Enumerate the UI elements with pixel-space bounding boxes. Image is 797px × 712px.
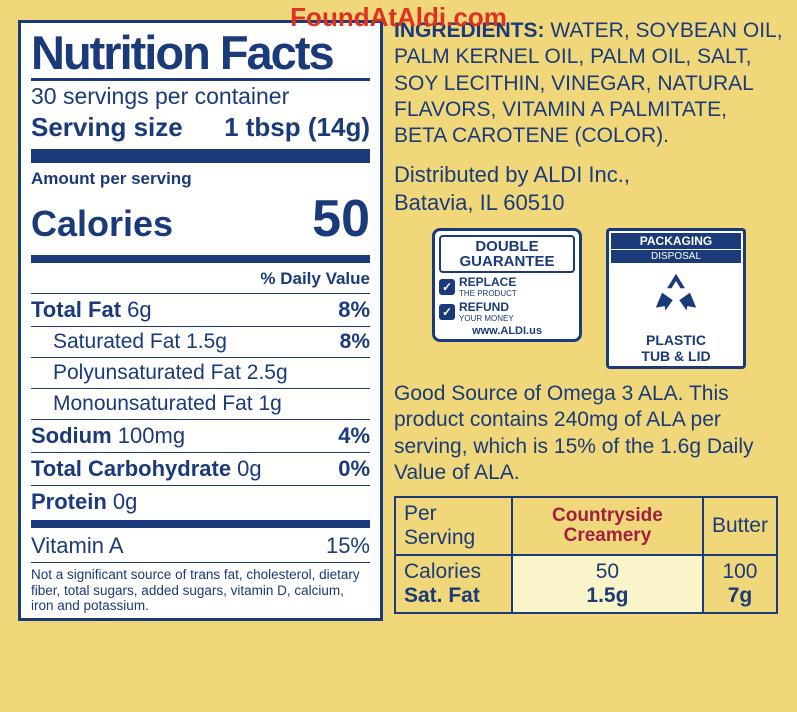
omega-text: Good Source of Omega 3 ALA. This product… <box>394 381 784 486</box>
nutrient-row: Polyunsaturated Fat 2.5g <box>31 358 370 388</box>
vitamin-a-pct: 15% <box>326 533 370 559</box>
right-column: INGREDIENTS: WATER, SOYBEAN OIL, PALM KE… <box>394 18 784 614</box>
packaging-foot-1: PLASTIC <box>611 333 741 348</box>
nutrient-row: Saturated Fat 1.5g8% <box>31 327 370 357</box>
comp-header-butter: Butter <box>703 497 777 555</box>
vitamin-a-row: Vitamin A 15% <box>31 530 370 562</box>
serving-size-row: Serving size 1 tbsp (14g) <box>31 112 370 147</box>
distributor-line-2: Batavia, IL 60510 <box>394 189 784 217</box>
nutrition-facts-title: Nutrition Facts <box>31 29 370 81</box>
watermark-text: FoundAtAldi.com <box>290 2 507 33</box>
distributor-block: Distributed by ALDI Inc., Batavia, IL 60… <box>394 161 784 216</box>
divider-medium <box>31 520 370 528</box>
nutrition-facts-panel: Nutrition Facts 30 servings per containe… <box>18 20 383 621</box>
calories-value: 50 <box>312 189 370 249</box>
guarantee-title-1: DOUBLE <box>443 239 571 254</box>
distributor-line-1: Distributed by ALDI Inc., <box>394 161 784 189</box>
comp-butter-satfat: 7g <box>712 584 768 608</box>
nutrient-row: Total Carbohydrate 0g0% <box>31 453 370 485</box>
nutrient-row: Sodium 100mg4% <box>31 420 370 452</box>
guarantee-replace: REPLACE <box>459 275 516 289</box>
nutrient-row: Protein 0g <box>31 486 370 518</box>
serving-size-label: Serving size <box>31 112 183 143</box>
comparison-table: Per Serving Countryside Creamery Butter … <box>394 496 778 614</box>
comp-row-satfat-label: Sat. Fat <box>404 584 503 608</box>
guarantee-refund: REFUND <box>459 300 509 314</box>
divider-medium <box>31 255 370 263</box>
ingredients-block: INGREDIENTS: WATER, SOYBEAN OIL, PALM KE… <box>394 18 784 149</box>
packaging-header: PACKAGING <box>611 233 741 249</box>
recycle-icon <box>648 267 704 323</box>
comp-butter-calories: 100 <box>712 560 768 584</box>
checkmark-icon: ✓ <box>439 304 455 320</box>
comp-brand-calories: 50 <box>521 560 694 584</box>
guarantee-replace-sub: THE PRODUCT <box>459 289 517 298</box>
guarantee-refund-sub: YOUR MONEY <box>459 314 514 323</box>
packaging-foot-2: TUB & LID <box>611 349 741 364</box>
calories-label: Calories <box>31 203 173 245</box>
daily-value-header: % Daily Value <box>31 265 370 293</box>
calories-row: Calories 50 <box>31 189 370 253</box>
comp-brand-satfat: 1.5g <box>521 584 694 608</box>
packaging-badge: PACKAGING DISPOSAL PLASTIC TUB & LID <box>606 228 746 369</box>
nutrient-row: Total Fat 6g8% <box>31 294 370 326</box>
comp-header-per-serving: Per Serving <box>395 497 512 555</box>
divider-thick <box>31 149 370 163</box>
comp-header-brand: Countryside Creamery <box>512 497 703 555</box>
checkmark-icon: ✓ <box>439 279 455 295</box>
nutrient-row: Monounsaturated Fat 1g <box>31 389 370 419</box>
badge-row: DOUBLE GUARANTEE ✓ REPLACETHE PRODUCT ✓ … <box>394 228 784 369</box>
aldi-url: www.ALDI.us <box>439 325 575 337</box>
vitamin-a-label: Vitamin A <box>31 533 124 559</box>
packaging-sub: DISPOSAL <box>611 250 741 263</box>
servings-per-container: 30 servings per container <box>31 81 370 112</box>
nutrient-rows: Total Fat 6g8%Saturated Fat 1.5g8%Polyun… <box>31 294 370 518</box>
guarantee-title-2: GUARANTEE <box>443 254 571 269</box>
comp-row-calories-label: Calories <box>404 560 503 584</box>
double-guarantee-badge: DOUBLE GUARANTEE ✓ REPLACETHE PRODUCT ✓ … <box>432 228 582 342</box>
serving-size-value: 1 tbsp (14g) <box>224 112 370 143</box>
amount-per-serving-label: Amount per serving <box>31 165 370 189</box>
footnote-text: Not a significant source of trans fat, c… <box>31 563 370 614</box>
